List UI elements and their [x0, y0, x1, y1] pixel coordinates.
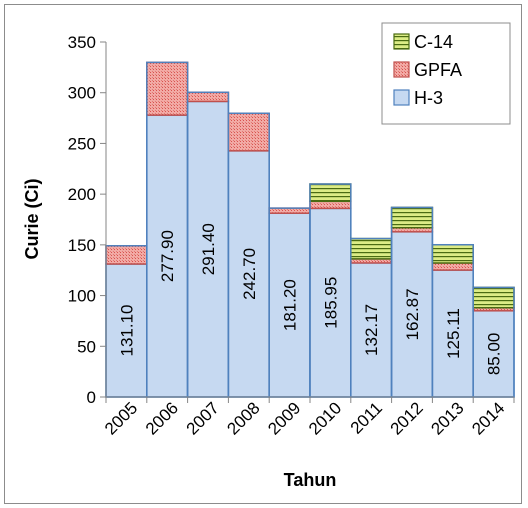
- x-tick-label-2014: 2014: [468, 398, 508, 438]
- bar-gpfa-2008: [227, 112, 270, 152]
- data-label-2012: 162.87: [403, 288, 422, 340]
- legend-label-c-14: C-14: [414, 32, 453, 52]
- data-label-2008: 242.70: [240, 248, 259, 300]
- y-tick-label-300: 300: [68, 84, 96, 103]
- bar-c-14-2013: [431, 243, 474, 264]
- x-tick-label-2009: 2009: [264, 398, 304, 438]
- legend-label-h-3: H-3: [414, 88, 443, 108]
- y-tick-label-150: 150: [68, 236, 96, 255]
- x-tick-label-2005: 2005: [101, 398, 141, 438]
- data-label-2010: 185.95: [321, 277, 340, 329]
- bar-h-3-2011: [350, 262, 393, 398]
- legend-swatch-gpfa: [393, 61, 410, 78]
- x-tick-label-2007: 2007: [183, 398, 223, 438]
- y-axis-title: Curie (Ci): [22, 178, 42, 259]
- data-label-2006: 277.90: [158, 230, 177, 282]
- x-tick-label-2006: 2006: [142, 398, 182, 438]
- data-label-2011: 132.17: [362, 304, 381, 356]
- data-label-2013: 125.11: [444, 308, 463, 359]
- y-tick-label-0: 0: [87, 388, 96, 407]
- bar-gpfa-2010: [309, 200, 352, 210]
- data-labels-layer: 131.10 277.90 291.40 242.70 181.20 185.95 132.…: [117, 223, 503, 375]
- data-label-2014: 85.00: [485, 333, 504, 376]
- bar-gpfa-2006: [146, 61, 189, 116]
- legend-swatch-h-3: [393, 89, 410, 106]
- bar-c-14-2010: [309, 183, 352, 203]
- legend: C-14 GPFA H-3: [381, 22, 511, 125]
- bar-h-3-2010: [309, 207, 352, 398]
- legend-swatch-c-14: [393, 33, 410, 50]
- bar-gpfa-2007: [186, 91, 230, 103]
- data-label-2005: 131.10: [117, 305, 136, 357]
- data-label-2007: 291.40: [199, 223, 218, 275]
- x-ticks: 2005 2006 2007 2008 2009 2010 2011 2012 2013 2014: [101, 397, 515, 439]
- bar-h-3-2005: [105, 263, 148, 398]
- y-tick-label-100: 100: [68, 287, 96, 306]
- bar-c-14-2012: [390, 206, 434, 229]
- x-tick-label-2011: 2011: [347, 398, 386, 437]
- y-tick-label-200: 200: [68, 185, 96, 204]
- y-tick-label-50: 50: [77, 337, 96, 356]
- y-ticks: 0 50 100 150 200 250 300 350: [68, 33, 106, 407]
- bar-c-14-2014: [472, 286, 515, 309]
- legend-label-gpfa: GPFA: [414, 60, 462, 80]
- x-tick-label-2010: 2010: [305, 398, 345, 438]
- data-label-2009: 181.20: [281, 279, 300, 331]
- x-tick-label-2008: 2008: [223, 398, 263, 438]
- bar-gpfa-2009: [268, 207, 311, 214]
- bar-h-3-2013: [431, 269, 474, 398]
- bar-c-14-2011: [350, 237, 393, 260]
- y-tick-label-250: 250: [68, 134, 96, 153]
- x-axis-title: Tahun: [284, 470, 337, 490]
- bar-gpfa-2013: [431, 262, 474, 271]
- bar-gpfa-2005: [105, 245, 148, 265]
- y-tick-label-350: 350: [68, 33, 96, 52]
- x-tick-label-2012: 2012: [387, 398, 427, 438]
- x-tick-label-2013: 2013: [427, 398, 467, 438]
